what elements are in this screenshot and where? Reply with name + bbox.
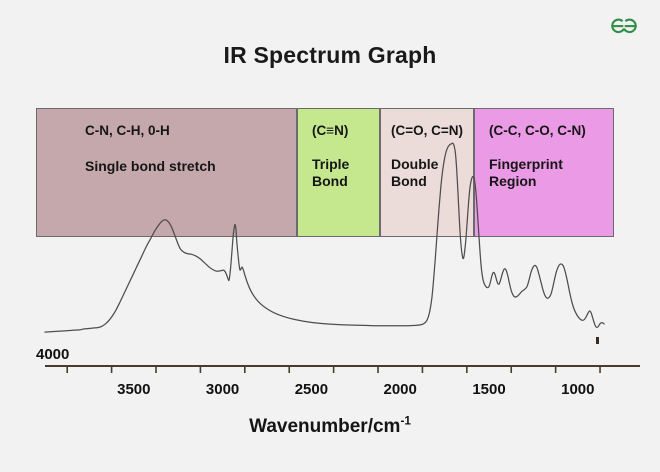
axis-end-tick-mark (596, 337, 599, 344)
x-axis-title-text: Wavenumber/cm (249, 416, 401, 437)
x-axis-tick-label: 1000 (561, 381, 595, 398)
band-fingerprint-region-formula: (C-C, C-O, C-N) (489, 123, 586, 138)
band-single-bond: C-N, C-H, 0-H Single bond stretch (36, 108, 297, 237)
geeksforgeeks-logo (602, 12, 646, 38)
x-axis-title: Wavenumber/cm-1 (0, 414, 660, 438)
band-triple-bond-formula: (C≡N) (312, 123, 349, 138)
band-single-bond-name: Single bond stretch (85, 157, 216, 174)
region-bands: C-N, C-H, 0-H Single bond stretch (C≡N) … (36, 108, 614, 237)
x-axis-tick-label: 3500 (117, 381, 151, 398)
x-axis-tick-label: 1500 (472, 381, 506, 398)
band-double-bond-name: Double Bond (391, 155, 439, 189)
band-triple-bond: (C≡N) Triple Bond (297, 108, 380, 237)
x-axis-ticks (66, 366, 601, 373)
band-fingerprint-region-name: Fingerprint Region (489, 155, 563, 189)
page-title: IR Spectrum Graph (223, 42, 437, 68)
band-double-bond-formula: (C=O, C=N) (391, 123, 464, 138)
x-axis-title-superscript: -1 (400, 414, 411, 428)
band-fingerprint-region: (C-C, C-O, C-N) Fingerprint Region (474, 108, 614, 237)
x-axis-tick-label: 2000 (383, 381, 417, 398)
axis-start-label: 4000 (36, 346, 70, 363)
x-axis-tick-label: 3000 (205, 381, 240, 398)
x-axis-tick-label: 2500 (294, 381, 329, 398)
band-triple-bond-name: Triple Bond (312, 155, 350, 189)
band-single-bond-formula: C-N, C-H, 0-H (85, 123, 170, 138)
band-double-bond: (C=O, C=N) Double Bond (380, 108, 474, 237)
